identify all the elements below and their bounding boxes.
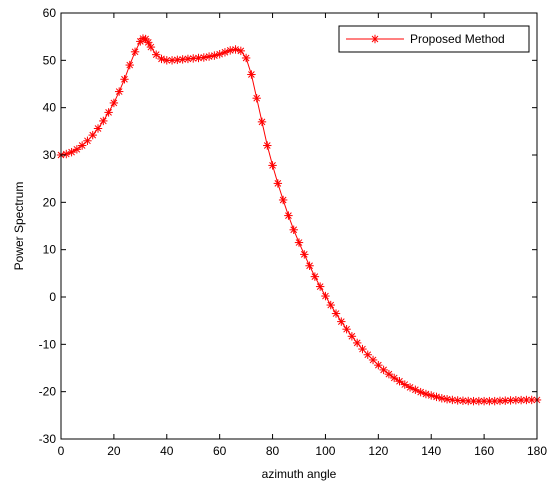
y-tick-label: 0: [49, 290, 56, 304]
data-point-marker: [146, 42, 156, 52]
data-point-marker: [358, 344, 367, 354]
data-point-marker: [326, 300, 335, 310]
data-point-marker: [88, 130, 97, 140]
y-tick-label: -20: [39, 385, 57, 399]
data-point-marker: [252, 94, 261, 103]
data-point-marker: [395, 377, 404, 386]
data-point-marker: [390, 373, 399, 383]
data-point-marker: [384, 369, 394, 379]
data-point-marker: [144, 38, 153, 47]
y-tick-label: 60: [43, 6, 57, 20]
y-tick-label: -10: [39, 337, 57, 351]
data-point-marker: [310, 272, 320, 281]
data-point-marker: [204, 52, 214, 61]
data-point-marker: [485, 396, 494, 406]
legend-asterisk-icon: [370, 34, 380, 44]
data-point-marker: [231, 45, 240, 54]
data-point-marker: [448, 395, 457, 405]
data-point-marker: [125, 60, 134, 70]
y-tick-label: 40: [43, 101, 57, 115]
data-point-marker: [347, 332, 357, 341]
data-point-marker: [352, 338, 362, 348]
data-point-marker: [263, 141, 272, 150]
data-point-marker: [331, 309, 341, 318]
data-point-marker: [109, 98, 119, 108]
x-tick-label: 140: [421, 444, 441, 458]
data-point-marker: [130, 47, 140, 57]
legend-marker: [370, 34, 380, 44]
data-point-marker: [278, 195, 288, 205]
data-point-marker: [284, 211, 293, 220]
plot-area: [61, 13, 537, 439]
data-point-marker: [83, 136, 92, 145]
data-point-marker: [226, 46, 235, 55]
data-point-marker: [294, 238, 304, 247]
x-tick-label: 180: [527, 444, 547, 458]
data-point-marker: [490, 396, 499, 406]
x-tick-label: 120: [368, 444, 388, 458]
data-point-marker: [104, 108, 113, 117]
data-point-marker: [173, 55, 182, 65]
data-point-marker: [300, 250, 309, 259]
data-point-marker: [374, 360, 383, 370]
x-tick-label: 60: [213, 444, 227, 458]
data-point-marker: [337, 317, 346, 326]
data-point-marker: [268, 161, 277, 170]
legend: Proposed Method: [338, 25, 530, 53]
x-tick-label: 20: [107, 444, 121, 458]
data-point-marker: [210, 51, 219, 60]
data-point-marker: [257, 117, 267, 127]
data-point-marker: [194, 53, 203, 63]
data-point-marker: [77, 141, 87, 150]
data-point-marker: [458, 396, 468, 405]
data-point-marker: [99, 116, 108, 126]
y-tick-label: 50: [43, 53, 57, 67]
x-axis-title: azimuth angle: [262, 467, 337, 481]
x-tick-label: 0: [58, 444, 65, 458]
data-point-marker: [289, 225, 298, 234]
x-tick-label: 80: [266, 444, 280, 458]
data-point-marker: [273, 179, 283, 188]
y-tick-label: 20: [43, 195, 57, 209]
data-point-marker: [427, 391, 436, 400]
data-point-marker: [199, 53, 208, 62]
y-tick-label: 30: [43, 148, 57, 162]
y-tick-label: 10: [43, 243, 57, 257]
series-layer: [56, 34, 542, 406]
data-point-marker: [474, 396, 484, 406]
data-point-marker: [437, 394, 446, 403]
data-point-marker: [72, 145, 82, 154]
x-tick-label: 100: [315, 444, 335, 458]
x-axis-ticks: 0 20 40 60 80 100 120 140 160 180: [58, 13, 547, 458]
data-point-marker: [321, 291, 330, 301]
plot-frame: [60, 12, 538, 440]
x-tick-label: 40: [160, 444, 174, 458]
data-point-marker: [114, 87, 124, 96]
data-point-marker: [432, 392, 441, 402]
data-point-marker: [368, 355, 378, 365]
x-tick-label: 160: [474, 444, 494, 458]
data-point-marker: [363, 350, 372, 359]
y-tick-label: -30: [39, 432, 57, 446]
data-point-marker: [157, 54, 166, 64]
data-point-marker: [241, 53, 251, 63]
data-point-marker: [93, 124, 103, 133]
data-point-marker: [379, 365, 388, 375]
data-point-marker: [120, 75, 129, 84]
legend-label: Proposed Method: [410, 32, 505, 46]
data-point-marker: [236, 46, 246, 56]
y-axis-ticks: -30 -20 -10 0 10 20 30 40 50 60: [39, 6, 537, 446]
y-axis-title: Power Spectrum: [12, 182, 26, 271]
data-point-marker: [305, 261, 314, 270]
data-point-marker: [315, 282, 325, 291]
data-point-marker: [152, 50, 161, 59]
data-point-marker: [421, 389, 431, 399]
data-point-marker: [247, 70, 256, 79]
data-point-marker: [342, 324, 351, 334]
